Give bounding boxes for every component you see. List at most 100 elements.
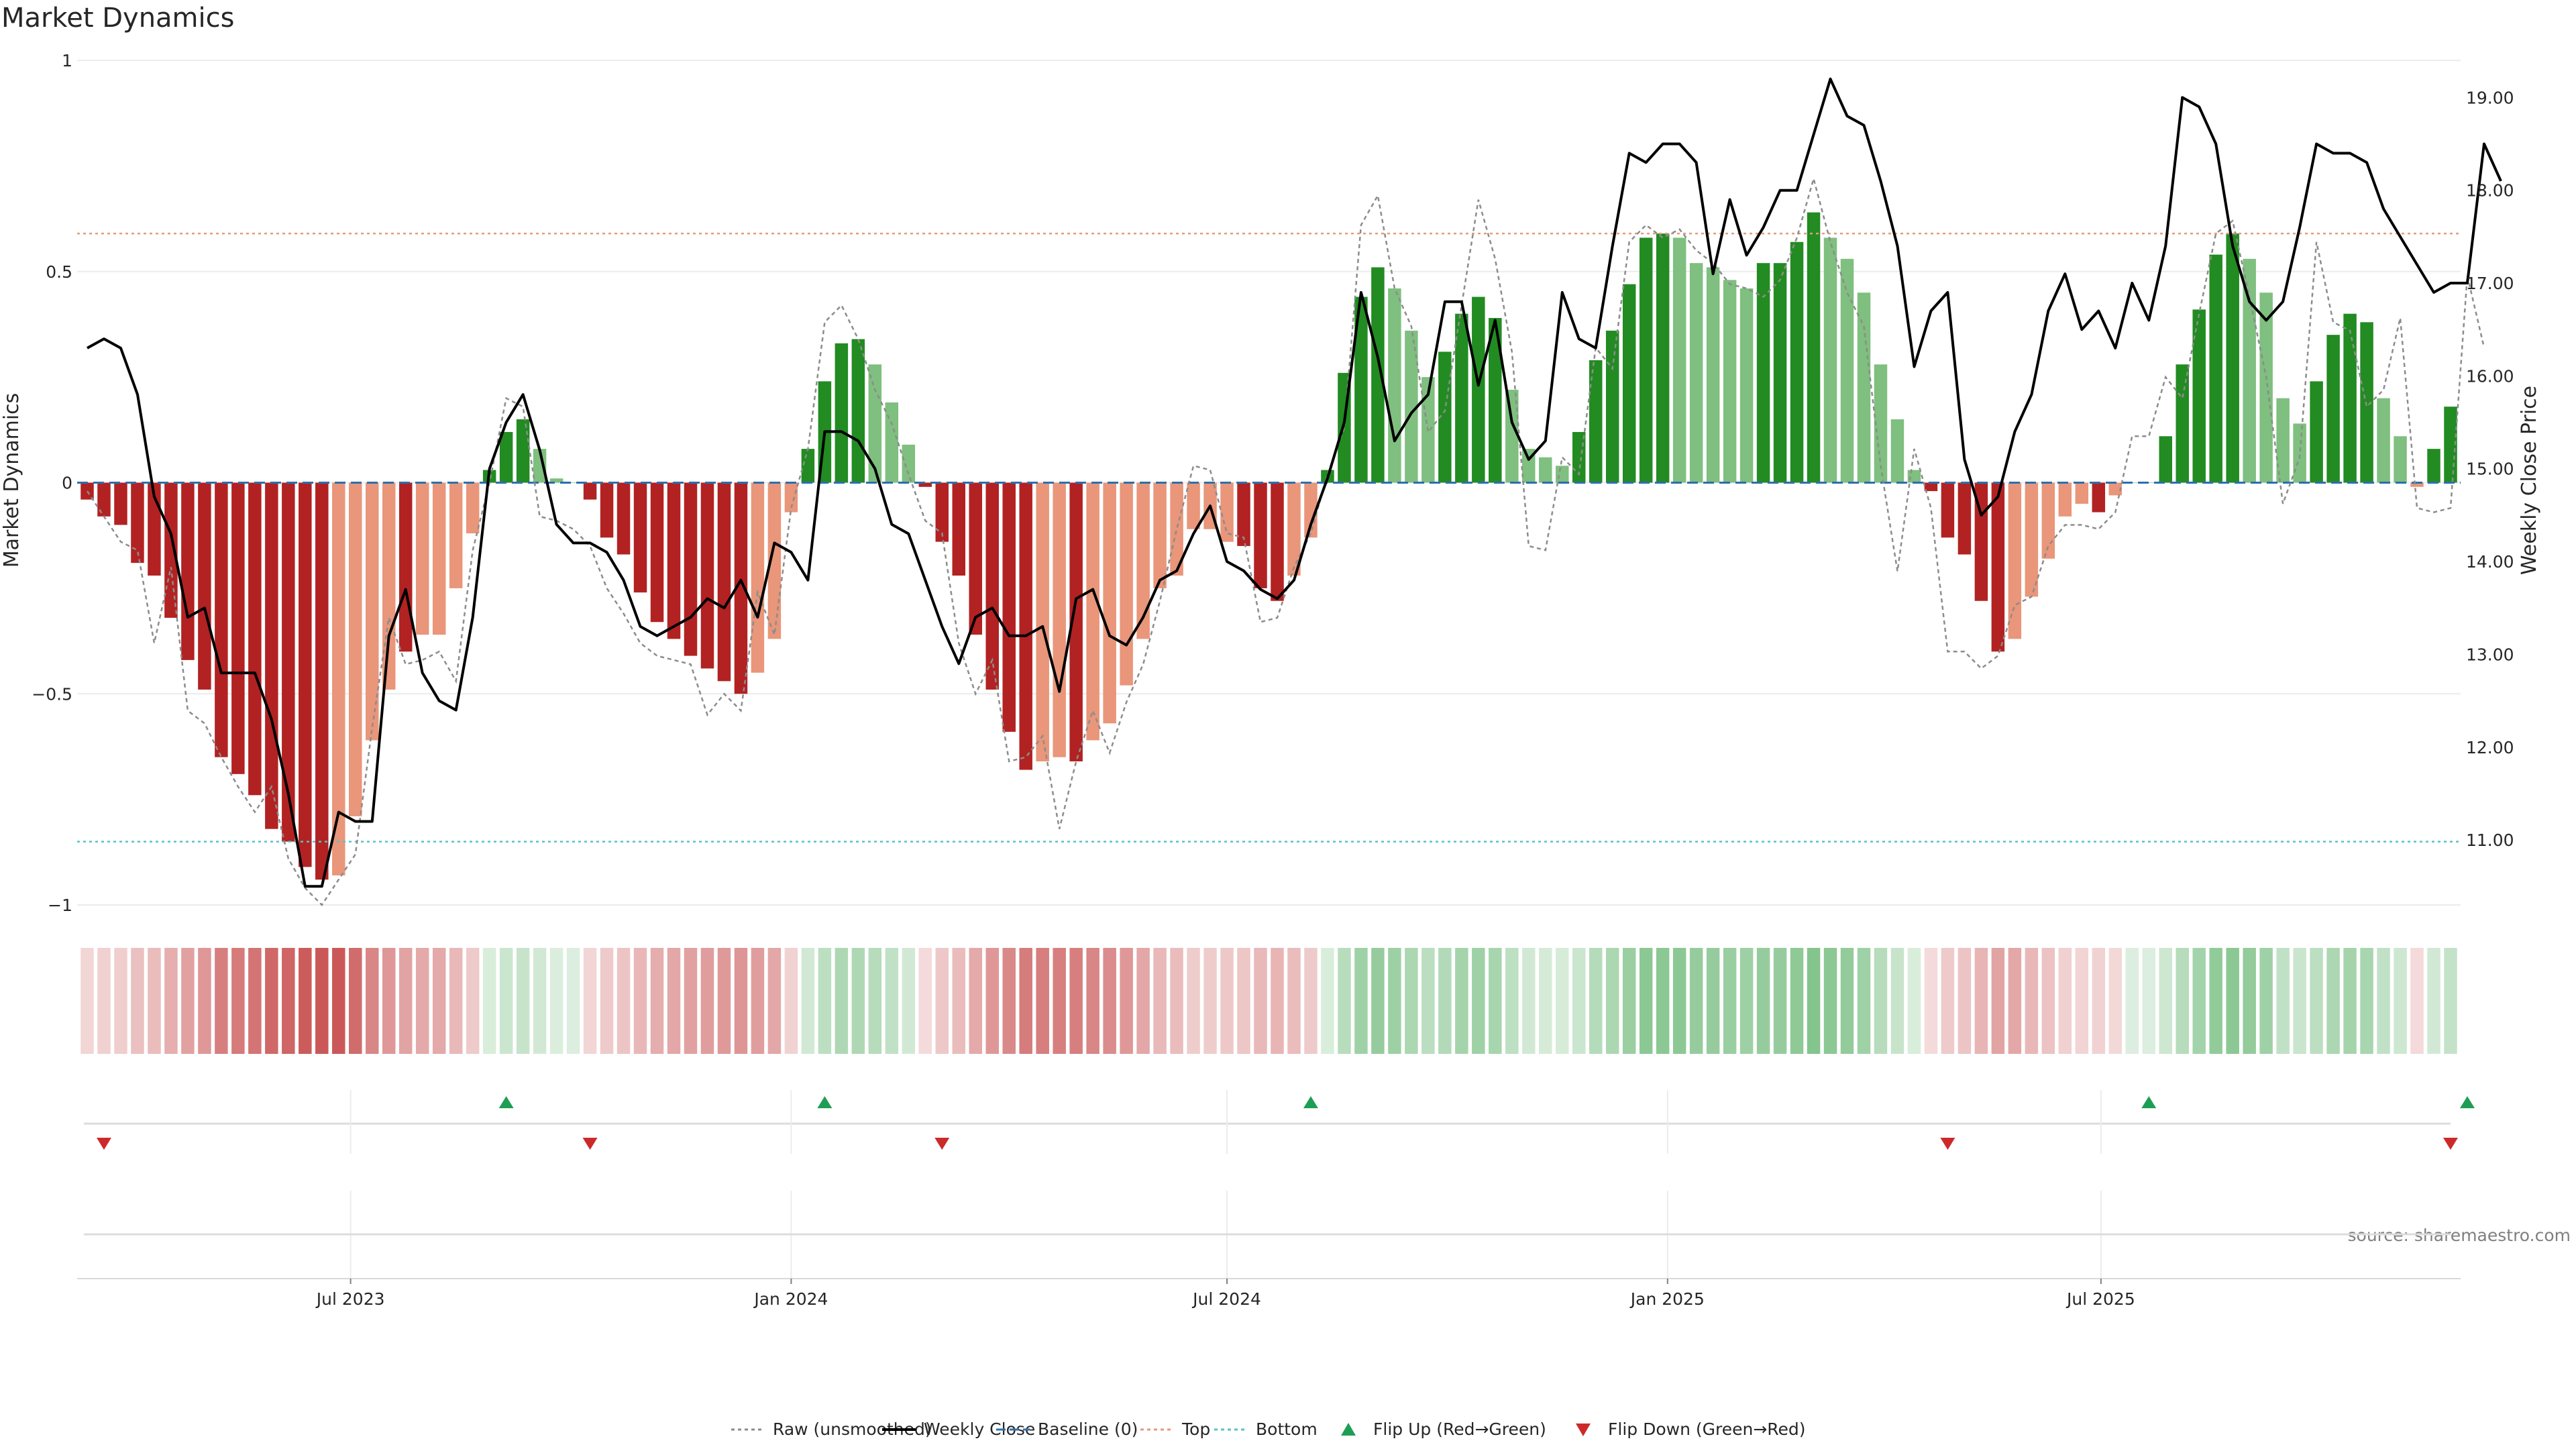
dynamics-bar bbox=[1539, 457, 1552, 483]
regime-strip-cell bbox=[2310, 948, 2323, 1054]
dynamics-bar bbox=[1187, 482, 1200, 529]
regime-strip-cell bbox=[835, 948, 849, 1054]
dynamics-bar bbox=[1153, 482, 1167, 588]
regime-strip-cell bbox=[1019, 948, 1032, 1054]
y-left-tick-label: −1 bbox=[48, 896, 72, 915]
dynamics-bar bbox=[549, 478, 564, 483]
regime-strip-cell bbox=[2209, 948, 2222, 1054]
regime-strip-cell bbox=[282, 948, 295, 1054]
regime-strip-cell bbox=[1739, 948, 1754, 1054]
dynamics-bar bbox=[2326, 335, 2340, 483]
y-right-tick-label: 15.00 bbox=[2466, 460, 2514, 479]
regime-strip-cell bbox=[1572, 948, 1586, 1054]
y-left-tick-label: −0.5 bbox=[32, 684, 72, 704]
y-left-tick-label: 0.5 bbox=[46, 262, 72, 282]
dynamics-bar bbox=[751, 482, 765, 673]
regime-strip-cell bbox=[985, 948, 999, 1054]
regime-strip-cell bbox=[1773, 948, 1787, 1054]
dynamics-bar bbox=[1807, 212, 1821, 483]
regime-strip-cell bbox=[1438, 948, 1452, 1054]
dynamics-bar bbox=[952, 482, 966, 576]
dynamics-bar bbox=[2025, 482, 2039, 597]
regime-strip-cell bbox=[1170, 948, 1183, 1054]
regime-strip-cell bbox=[2243, 948, 2256, 1054]
legend: Raw (unsmoothed)Weekly Close Baseline (0)… bbox=[731, 1419, 1806, 1439]
regime-strip-cell bbox=[2092, 948, 2106, 1054]
flip-up-marker bbox=[2141, 1096, 2157, 1108]
regime-strip-cell bbox=[1405, 948, 1418, 1054]
dynamics-bar bbox=[2310, 381, 2323, 483]
dynamics-bar bbox=[1472, 297, 1485, 483]
dynamics-bar bbox=[1489, 317, 1502, 483]
regime-strip-cell bbox=[164, 948, 178, 1054]
x-axis: Jul 2023 Jan 2024 Jul 2024 Jan 2025 Jul 2025 bbox=[77, 1090, 2461, 1309]
dynamics-bar bbox=[2041, 482, 2055, 559]
regime-strip-cell bbox=[684, 948, 698, 1054]
regime-strip-cell bbox=[181, 948, 195, 1054]
regime-strip-cell bbox=[2427, 948, 2440, 1054]
dynamics-bar bbox=[801, 449, 815, 483]
dynamics-bar bbox=[1589, 360, 1603, 483]
regime-strip-cell bbox=[1505, 948, 1519, 1054]
dynamics-bar bbox=[1773, 263, 1787, 483]
y-left-tick-label: 0 bbox=[62, 474, 72, 493]
dynamics-bar bbox=[667, 482, 681, 639]
legend-label: Top bbox=[1181, 1419, 1210, 1439]
flip-up-marker bbox=[2459, 1096, 2475, 1108]
dynamics-bars bbox=[80, 212, 2457, 880]
regime-strip-cell bbox=[1790, 948, 1804, 1054]
regime-strip-cell bbox=[97, 948, 111, 1054]
dynamics-bar bbox=[1271, 482, 1284, 601]
dynamics-bar bbox=[181, 482, 195, 660]
dynamics-bar bbox=[282, 482, 295, 842]
dynamics-bar bbox=[114, 482, 127, 525]
dynamics-bar bbox=[2427, 449, 2440, 483]
regime-strip-cell bbox=[148, 948, 161, 1054]
regime-strip-cell bbox=[1639, 948, 1653, 1054]
regime-strip-cell bbox=[600, 948, 614, 1054]
regime-strip-cell bbox=[1840, 948, 1854, 1054]
regime-strip-cell bbox=[583, 948, 597, 1054]
regime-strip-cell bbox=[533, 948, 547, 1054]
regime-strip-cell bbox=[1807, 948, 1821, 1054]
dynamics-bar bbox=[1304, 482, 1318, 538]
regime-strip-cell bbox=[1069, 948, 1083, 1054]
regime-strip-cell bbox=[918, 948, 932, 1054]
dynamics-bar bbox=[918, 482, 932, 487]
dynamics-bar bbox=[734, 482, 748, 694]
dynamics-bar bbox=[1388, 288, 1401, 483]
flip-up-marker bbox=[498, 1096, 514, 1108]
regime-strip-cell bbox=[902, 948, 916, 1054]
regime-strip-cell bbox=[969, 948, 982, 1054]
regime-strip-cell bbox=[851, 948, 865, 1054]
regime-strip-cell bbox=[2293, 948, 2306, 1054]
regime-strip-cell bbox=[1689, 948, 1703, 1054]
regime-strip-cell bbox=[2176, 948, 2189, 1054]
regime-strip-cell bbox=[1556, 948, 1569, 1054]
dynamics-bar bbox=[835, 343, 849, 483]
regime-strip-cell bbox=[1706, 948, 1720, 1054]
dynamics-bar bbox=[1220, 482, 1234, 542]
dynamics-bar bbox=[1354, 297, 1368, 483]
x-tick-label: Jul 2024 bbox=[1191, 1289, 1261, 1309]
dynamics-bar bbox=[868, 364, 882, 483]
regime-strip-cell bbox=[2142, 948, 2155, 1054]
regime-strip-cell bbox=[231, 948, 245, 1054]
regime-strip-cell bbox=[2444, 948, 2457, 1054]
dynamics-bar bbox=[985, 482, 999, 690]
regime-strip-cell bbox=[1672, 948, 1686, 1054]
legend-label: Bottom bbox=[1256, 1419, 1318, 1439]
y-right-tick-label: 17.00 bbox=[2466, 274, 2514, 293]
dynamics-bar bbox=[231, 482, 245, 774]
regime-strip-cell bbox=[885, 948, 899, 1054]
dynamics-bar bbox=[1505, 390, 1519, 483]
regime-strip-cell bbox=[2008, 948, 2022, 1054]
dynamics-bar bbox=[1890, 419, 1904, 483]
regime-strip-cell bbox=[784, 948, 798, 1054]
regime-strip-cell bbox=[1136, 948, 1150, 1054]
regime-strip-cell bbox=[215, 948, 228, 1054]
dynamics-bar bbox=[1656, 233, 1670, 483]
flip-down-marker bbox=[934, 1138, 950, 1150]
regime-strip-cell bbox=[1539, 948, 1552, 1054]
y-axis-right-label: Weekly Close Price bbox=[2518, 386, 2541, 575]
